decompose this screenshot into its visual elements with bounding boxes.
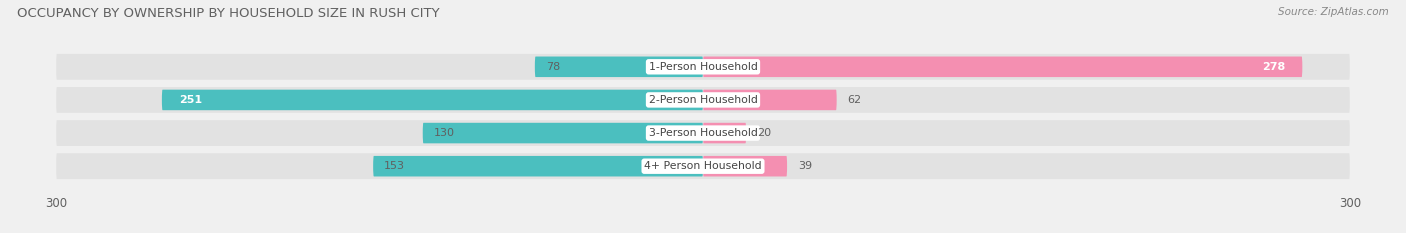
Text: 39: 39 [797,161,813,171]
FancyBboxPatch shape [703,156,787,176]
Text: 1-Person Household: 1-Person Household [648,62,758,72]
Text: 130: 130 [433,128,454,138]
Text: 2-Person Household: 2-Person Household [648,95,758,105]
Text: Source: ZipAtlas.com: Source: ZipAtlas.com [1278,7,1389,17]
Text: 251: 251 [179,95,202,105]
FancyBboxPatch shape [703,123,747,143]
FancyBboxPatch shape [423,123,703,143]
Text: 3-Person Household: 3-Person Household [648,128,758,138]
Text: 20: 20 [756,128,770,138]
Text: 153: 153 [384,161,405,171]
Text: 62: 62 [848,95,862,105]
FancyBboxPatch shape [56,120,1350,146]
FancyBboxPatch shape [56,87,1350,113]
FancyBboxPatch shape [56,153,1350,179]
FancyBboxPatch shape [162,90,703,110]
Text: 4+ Person Household: 4+ Person Household [644,161,762,171]
FancyBboxPatch shape [373,156,703,176]
FancyBboxPatch shape [703,90,837,110]
FancyBboxPatch shape [703,57,1302,77]
Text: OCCUPANCY BY OWNERSHIP BY HOUSEHOLD SIZE IN RUSH CITY: OCCUPANCY BY OWNERSHIP BY HOUSEHOLD SIZE… [17,7,440,20]
FancyBboxPatch shape [56,54,1350,80]
FancyBboxPatch shape [534,57,703,77]
Text: 278: 278 [1261,62,1285,72]
Text: 78: 78 [546,62,560,72]
